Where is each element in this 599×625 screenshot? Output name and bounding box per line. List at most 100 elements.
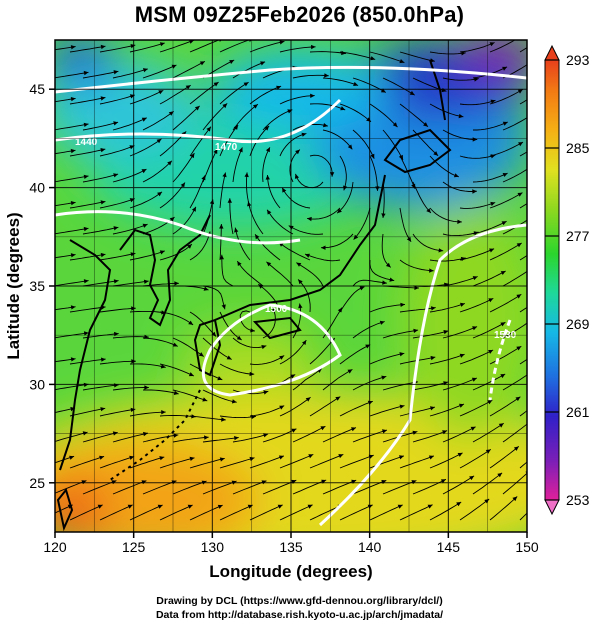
streamline-arrow bbox=[180, 182, 185, 188]
contour-1470 bbox=[55, 98, 342, 144]
streamline-arrow bbox=[264, 125, 270, 131]
streamline-arrow bbox=[198, 352, 204, 357]
streamline bbox=[339, 344, 371, 365]
streamline bbox=[69, 97, 106, 105]
y-tick-label: 30 bbox=[29, 376, 45, 392]
streamline bbox=[249, 504, 283, 521]
streamline bbox=[112, 336, 149, 339]
streamline bbox=[202, 389, 237, 403]
streamline bbox=[172, 206, 197, 235]
streamline bbox=[412, 478, 447, 495]
streamline-arrow bbox=[389, 277, 395, 282]
streamline-arrow bbox=[100, 148, 106, 153]
streamline-arrow bbox=[233, 125, 239, 130]
streamline bbox=[339, 103, 372, 123]
streamline bbox=[112, 68, 148, 79]
streamline-arrow bbox=[517, 89, 523, 94]
streamline bbox=[339, 286, 365, 313]
streamline bbox=[55, 254, 76, 259]
credits: Drawing by DCL (https://www.gfd-dennou.o… bbox=[0, 594, 599, 622]
streamline-arrow bbox=[513, 446, 519, 451]
streamline bbox=[202, 285, 226, 310]
y-axis-label: Latitude (degrees) bbox=[4, 212, 23, 359]
streamline-arrow bbox=[340, 106, 346, 111]
streamline-arrow bbox=[453, 173, 459, 178]
streamline-arrow bbox=[502, 173, 508, 177]
streamline bbox=[55, 455, 75, 464]
streamline bbox=[459, 248, 495, 261]
streamline bbox=[189, 175, 206, 209]
streamline bbox=[159, 311, 194, 326]
streamline bbox=[502, 270, 527, 287]
streamline-arrow bbox=[518, 142, 523, 147]
streamline-arrow bbox=[500, 374, 506, 379]
streamline-arrow bbox=[490, 201, 496, 206]
streamline-arrow bbox=[221, 417, 226, 422]
x-axis: 120 125 130 135 140 145 150 bbox=[43, 532, 539, 555]
streamline-arrow bbox=[485, 449, 491, 454]
streamline bbox=[292, 425, 326, 443]
streamline bbox=[99, 145, 135, 157]
streamline-arrow bbox=[438, 248, 444, 253]
streamline bbox=[352, 279, 387, 287]
contour-1530 bbox=[318, 223, 527, 527]
streamline bbox=[219, 415, 256, 419]
streamline bbox=[352, 321, 385, 339]
streamline-arrow bbox=[100, 252, 106, 258]
streamline bbox=[234, 227, 251, 261]
streamline-arrow bbox=[188, 372, 194, 377]
streamline-arrow bbox=[141, 117, 147, 122]
streamline-arrow bbox=[353, 234, 359, 240]
streamline bbox=[369, 259, 395, 282]
streamline bbox=[159, 457, 195, 469]
streamline-arrow bbox=[311, 44, 316, 50]
streamline-arrow bbox=[426, 208, 431, 213]
streamline bbox=[459, 449, 492, 469]
streamline bbox=[459, 399, 493, 417]
streamline-arrow bbox=[189, 40, 194, 44]
streamline-arrow bbox=[100, 407, 106, 412]
streamline bbox=[429, 207, 462, 223]
streamline bbox=[249, 85, 282, 105]
streamline bbox=[219, 223, 222, 261]
streamline-arrow bbox=[130, 252, 136, 257]
streamline bbox=[489, 242, 522, 261]
streamline-arrow bbox=[265, 175, 270, 180]
streamline-arrow bbox=[253, 104, 258, 109]
contour-1440 bbox=[55, 65, 527, 94]
streamline-arrow bbox=[278, 455, 284, 460]
streamline bbox=[129, 89, 164, 105]
streamline bbox=[399, 504, 433, 521]
streamline bbox=[399, 406, 436, 417]
streamline-arrow bbox=[100, 200, 106, 205]
streamline-arrow bbox=[399, 455, 404, 460]
streamline bbox=[69, 201, 106, 209]
streamline bbox=[219, 172, 226, 209]
streamline bbox=[369, 155, 378, 191]
streamline-arrow bbox=[156, 138, 162, 144]
streamline-arrow bbox=[399, 352, 405, 357]
streamline bbox=[99, 456, 135, 469]
streamline bbox=[55, 123, 89, 131]
streamline-arrow bbox=[158, 90, 164, 95]
streamline bbox=[55, 149, 76, 155]
streamline bbox=[219, 81, 249, 105]
streamline-arrow bbox=[265, 147, 270, 153]
streamline bbox=[304, 253, 341, 262]
streamline bbox=[292, 368, 323, 391]
streamline bbox=[381, 233, 392, 268]
streamline-arrow bbox=[279, 40, 285, 45]
streamline-arrow bbox=[243, 82, 249, 87]
streamline-arrow bbox=[381, 213, 386, 218]
streamline-arrow bbox=[488, 298, 494, 303]
streamline-arrow bbox=[191, 206, 196, 212]
streamline-arrow bbox=[305, 253, 310, 258]
streamline-arrow bbox=[351, 479, 357, 484]
streamline-arrow bbox=[199, 61, 205, 66]
streamline-arrow bbox=[113, 173, 119, 178]
streamline-arrow bbox=[213, 149, 218, 154]
streamline bbox=[232, 389, 269, 395]
streamline bbox=[292, 74, 329, 79]
streamline-arrow bbox=[83, 174, 89, 179]
streamline bbox=[159, 40, 195, 53]
